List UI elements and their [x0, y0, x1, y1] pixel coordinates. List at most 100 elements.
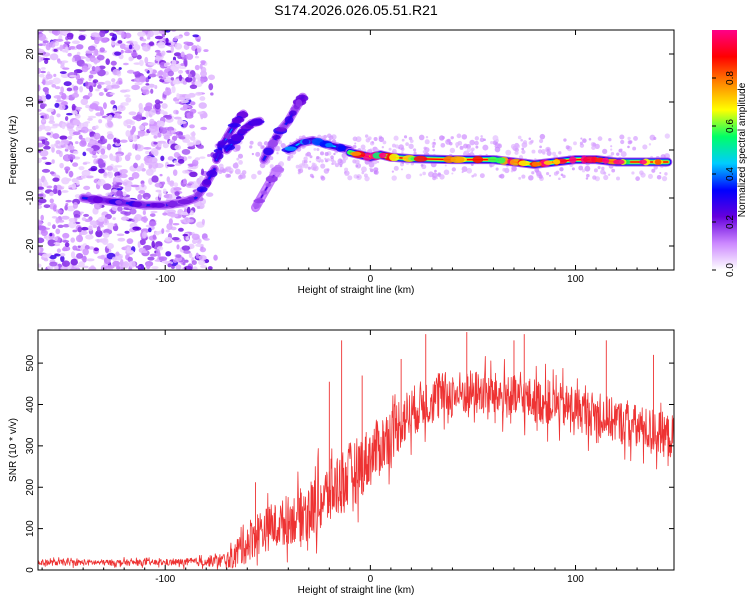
noise-speck — [188, 252, 193, 259]
noise-speck — [87, 115, 97, 119]
ridge-blob — [222, 144, 236, 151]
noise-speck — [120, 31, 126, 39]
noise-speck — [497, 144, 501, 147]
noise-speck — [361, 166, 367, 173]
noise-speck — [132, 226, 142, 231]
noise-speck — [126, 69, 135, 74]
noise-speck — [200, 113, 204, 120]
noise-speck — [64, 205, 68, 211]
noise-speck — [158, 101, 163, 104]
noise-speck — [631, 171, 635, 175]
noise-speck — [352, 136, 358, 142]
noise-speck — [49, 171, 55, 175]
noise-speck — [160, 155, 165, 162]
noise-speck — [356, 175, 360, 179]
noise-speck — [122, 62, 129, 66]
noise-speck — [63, 81, 72, 87]
noise-speck — [515, 144, 520, 149]
noise-speck — [192, 76, 196, 83]
noise-speck — [546, 171, 550, 176]
noise-speck — [52, 188, 58, 195]
noise-speck — [84, 218, 92, 223]
noise-speck — [608, 138, 612, 142]
noise-speck — [521, 149, 526, 155]
noise-speck — [185, 53, 194, 60]
noise-speck — [101, 214, 105, 220]
noise-speck — [91, 154, 98, 159]
noise-speck — [104, 80, 112, 86]
noise-speck — [78, 30, 87, 33]
noise-speck — [118, 147, 122, 152]
noise-speck — [54, 253, 61, 257]
noise-speck — [352, 144, 357, 149]
noise-speck — [276, 152, 279, 155]
noise-speck — [83, 185, 91, 191]
noise-speck — [195, 252, 199, 259]
noise-speck — [169, 180, 175, 187]
noise-speck — [592, 175, 597, 180]
noise-speck — [441, 135, 445, 140]
noise-speck — [171, 135, 178, 142]
noise-speck — [88, 266, 97, 270]
noise-speck — [303, 163, 309, 169]
noise-speck — [153, 141, 158, 145]
noise-speck — [361, 171, 365, 175]
noise-speck — [461, 134, 468, 140]
noise-speck — [439, 174, 445, 180]
noise-speck — [77, 226, 83, 233]
noise-speck — [307, 166, 311, 170]
noise-speck — [54, 236, 58, 242]
noise-speck — [198, 175, 204, 181]
noise-speck — [466, 167, 473, 174]
noise-speck — [39, 149, 49, 157]
noise-speck — [88, 74, 94, 79]
noise-speck — [53, 95, 63, 99]
y-tick-label: 20 — [25, 48, 36, 60]
noise-speck — [124, 184, 132, 193]
noise-speck — [241, 174, 246, 179]
noise-speck — [64, 46, 69, 54]
noise-speck — [95, 230, 103, 238]
noise-speck — [502, 167, 506, 172]
noise-speck — [354, 142, 357, 145]
noise-speck — [44, 125, 52, 132]
noise-speck — [138, 247, 146, 254]
noise-speck — [563, 138, 567, 142]
noise-speck — [635, 176, 640, 181]
noise-speck — [424, 147, 430, 153]
noise-speck — [373, 137, 378, 142]
noise-speck — [391, 175, 397, 181]
noise-speck — [539, 145, 542, 149]
noise-speck — [173, 151, 180, 158]
noise-speck — [67, 52, 72, 57]
noise-speck — [187, 73, 193, 79]
noise-speck — [339, 164, 343, 168]
noise-speck — [537, 149, 543, 154]
noise-speck — [38, 204, 43, 210]
noise-speck — [627, 140, 632, 145]
noise-speck — [597, 136, 603, 141]
noise-speck — [289, 154, 294, 159]
noise-speck — [155, 189, 162, 193]
noise-speck — [401, 138, 405, 142]
noise-speck — [137, 194, 143, 201]
noise-speck — [428, 171, 434, 178]
noise-speck — [148, 41, 155, 46]
noise-speck — [72, 229, 78, 233]
noise-speck — [156, 120, 165, 127]
noise-speck — [166, 164, 175, 167]
noise-speck — [190, 132, 196, 137]
noise-speck — [59, 162, 64, 169]
ridge-blob — [267, 139, 279, 148]
noise-speck — [324, 152, 329, 156]
noise-speck — [98, 119, 103, 124]
noise-speck — [96, 178, 106, 186]
noise-speck — [111, 78, 116, 83]
noise-speck — [148, 221, 157, 227]
noise-speck — [64, 116, 69, 121]
noise-speck — [538, 174, 543, 179]
noise-speck — [161, 103, 168, 109]
colorbar-tick-label: 0.0 — [725, 263, 736, 277]
snr-plot-area — [38, 330, 674, 570]
noise-speck — [49, 53, 59, 61]
